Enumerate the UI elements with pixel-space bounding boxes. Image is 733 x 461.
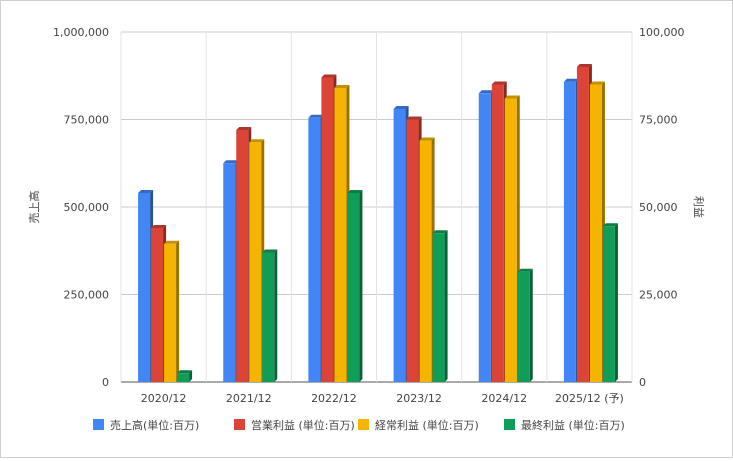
bar-top — [249, 139, 265, 143]
bar-top — [223, 160, 239, 164]
legend-label: 売上高(単位:百万) — [110, 418, 199, 432]
bar-top — [347, 190, 363, 193]
y-left-axis-title: 売上高 — [27, 191, 41, 224]
bar-top — [406, 116, 422, 120]
bar-side — [614, 223, 618, 382]
bar — [223, 163, 236, 382]
legend-label: 最終利益 (単位:百万) — [521, 418, 625, 432]
bar — [504, 98, 517, 382]
bar — [262, 252, 275, 382]
y-left-tick-label: 250,000 — [64, 289, 110, 302]
bar — [517, 271, 530, 382]
bar — [249, 142, 262, 382]
bar-top — [393, 106, 409, 109]
bar — [491, 84, 504, 382]
legend-label: 経常利益 (単位:百万) — [375, 418, 479, 432]
bar-top — [563, 78, 579, 82]
bar — [164, 243, 177, 382]
bar — [432, 233, 445, 382]
bar — [589, 84, 602, 382]
y-right-tick-label: 75,000 — [639, 114, 678, 127]
bar — [236, 130, 249, 382]
bar-side — [176, 240, 180, 382]
x-tick-label: 2022/12 — [311, 392, 357, 405]
bar — [393, 109, 406, 382]
bar — [334, 88, 347, 382]
y-left-tick-label: 500,000 — [64, 201, 110, 214]
x-tick-label: 2020/12 — [141, 392, 187, 405]
y-left-tick-label: 0 — [102, 376, 109, 389]
legend-label: 営業利益 (単位:百万) — [251, 418, 355, 432]
y-left-tick-label: 750,000 — [64, 114, 110, 127]
bar-top — [504, 95, 520, 99]
bar-top — [589, 81, 605, 85]
legend-swatch — [504, 419, 515, 430]
bar-top — [321, 74, 337, 78]
y-right-axis-title: 利益 — [692, 196, 706, 218]
bar — [576, 67, 589, 382]
bar-top — [177, 370, 193, 374]
bar-top — [334, 85, 350, 88]
x-tick-label: 2021/12 — [226, 392, 272, 405]
x-tick-label: 2024/12 — [481, 392, 527, 405]
bar-top — [151, 225, 167, 228]
bar-top — [236, 127, 252, 130]
bar-top — [576, 64, 592, 67]
bar — [406, 119, 419, 382]
x-tick-label: 2023/12 — [396, 392, 442, 405]
bar-top — [138, 190, 154, 193]
bar — [478, 93, 491, 382]
legend-swatch — [234, 419, 245, 430]
bar — [419, 140, 432, 382]
bar-top — [308, 114, 324, 118]
x-tick-label: 2025/12 (予) — [555, 392, 624, 405]
bar-side — [359, 190, 363, 382]
bar-side — [189, 370, 193, 382]
y-right-tick-label: 0 — [639, 376, 646, 389]
bar — [308, 117, 321, 382]
bar — [563, 81, 576, 382]
bar-side — [529, 268, 533, 382]
bar-top — [262, 249, 278, 253]
bar-top — [164, 240, 180, 244]
bar-side — [444, 230, 448, 382]
legend-swatch — [93, 419, 104, 430]
bar-top — [478, 90, 494, 94]
bar — [321, 77, 334, 382]
bar-top — [491, 81, 507, 85]
bar-top — [517, 268, 533, 272]
bar-top — [419, 137, 435, 141]
bar — [347, 193, 360, 382]
bar — [177, 373, 190, 382]
bar — [602, 226, 615, 382]
bar — [151, 228, 164, 382]
bar — [138, 193, 151, 382]
y-right-tick-label: 50,000 — [639, 201, 678, 214]
legend-swatch — [358, 419, 369, 430]
y-right-tick-label: 100,000 — [639, 26, 685, 39]
bar-top — [432, 230, 448, 234]
y-right-tick-label: 25,000 — [639, 289, 678, 302]
y-left-tick-label: 1,000,000 — [53, 26, 109, 39]
bar-top — [602, 223, 618, 227]
bar-side — [274, 249, 278, 382]
